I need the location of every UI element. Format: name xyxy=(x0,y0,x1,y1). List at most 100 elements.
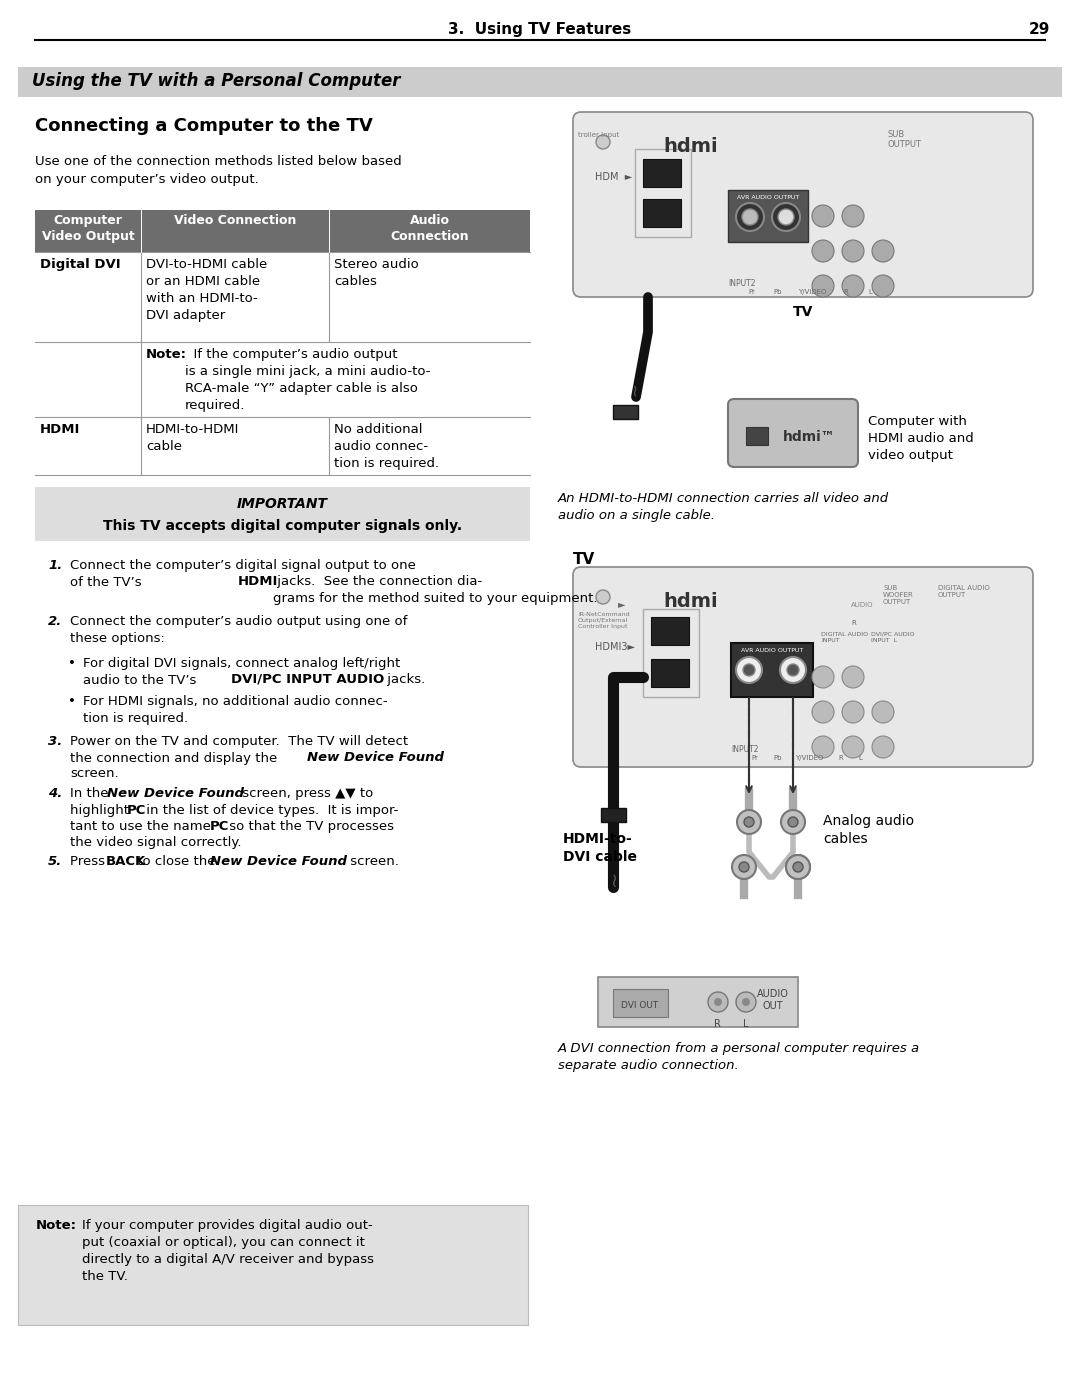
Text: AVR AUDIO OUTPUT: AVR AUDIO OUTPUT xyxy=(741,648,804,652)
Text: highlight: highlight xyxy=(70,805,133,817)
Bar xyxy=(643,159,681,187)
Circle shape xyxy=(742,997,750,1006)
Text: No additional
audio connec-
tion is required.: No additional audio connec- tion is requ… xyxy=(334,423,440,469)
Text: tant to use the name: tant to use the name xyxy=(70,820,215,833)
Circle shape xyxy=(596,590,610,604)
Circle shape xyxy=(812,666,834,687)
Text: TV: TV xyxy=(793,305,813,319)
Text: Press: Press xyxy=(70,855,109,868)
Circle shape xyxy=(812,736,834,759)
Text: IMPORTANT: IMPORTANT xyxy=(237,497,328,511)
Text: SUB
WOOFER
OUTPUT: SUB WOOFER OUTPUT xyxy=(883,585,914,605)
Bar xyxy=(18,1206,528,1324)
Text: IR-NetCommand
Output/External
Controller Input: IR-NetCommand Output/External Controller… xyxy=(578,612,630,630)
Circle shape xyxy=(872,736,894,759)
Text: Note:: Note: xyxy=(36,1220,77,1232)
Circle shape xyxy=(743,664,755,676)
Circle shape xyxy=(778,210,794,225)
Bar xyxy=(746,427,768,446)
Text: 2.: 2. xyxy=(48,615,63,629)
Text: Connect the computer’s audio output using one of
these options:: Connect the computer’s audio output usin… xyxy=(70,615,407,645)
Text: TV: TV xyxy=(573,552,595,567)
Circle shape xyxy=(842,240,864,263)
Text: screen, press ▲▼ to: screen, press ▲▼ to xyxy=(238,787,374,800)
Bar xyxy=(651,659,689,687)
Text: Video Connection: Video Connection xyxy=(174,214,296,226)
Text: 3.  Using TV Features: 3. Using TV Features xyxy=(448,22,632,36)
Text: in the list of device types.  It is impor-: in the list of device types. It is impor… xyxy=(141,805,399,817)
Text: R: R xyxy=(851,620,855,626)
Text: HDMI-to-HDMI
cable: HDMI-to-HDMI cable xyxy=(146,423,240,453)
Circle shape xyxy=(714,997,723,1006)
Text: Stereo audio
cables: Stereo audio cables xyxy=(334,258,419,288)
Bar xyxy=(613,989,669,1017)
Text: AUDIO
OUT: AUDIO OUT xyxy=(757,989,788,1011)
Circle shape xyxy=(872,701,894,724)
Text: Use one of the connection methods listed below based
on your computer’s video ou: Use one of the connection methods listed… xyxy=(35,155,402,186)
Bar xyxy=(635,149,691,237)
Bar xyxy=(643,609,699,697)
Text: DIGITAL AUDIO
OUTPUT: DIGITAL AUDIO OUTPUT xyxy=(939,585,989,598)
Text: Pr: Pr xyxy=(748,289,755,295)
FancyBboxPatch shape xyxy=(573,112,1032,298)
Circle shape xyxy=(735,992,756,1011)
Text: ~: ~ xyxy=(605,869,624,886)
Bar xyxy=(643,198,681,226)
Bar xyxy=(731,643,813,697)
Text: AUDIO: AUDIO xyxy=(851,602,874,608)
Text: INPUT2: INPUT2 xyxy=(728,279,756,288)
Text: 1.: 1. xyxy=(48,559,63,571)
Text: Audio
Connection: Audio Connection xyxy=(390,214,469,243)
Circle shape xyxy=(735,203,764,231)
FancyBboxPatch shape xyxy=(728,400,858,467)
Text: hdmi: hdmi xyxy=(663,137,717,156)
Text: Pb: Pb xyxy=(773,289,782,295)
Circle shape xyxy=(772,203,800,231)
Text: screen.: screen. xyxy=(70,767,119,780)
Text: Using the TV with a Personal Computer: Using the TV with a Personal Computer xyxy=(32,73,401,89)
Text: L: L xyxy=(868,289,872,295)
Text: hdmi™: hdmi™ xyxy=(783,430,836,444)
Bar xyxy=(600,807,626,821)
Circle shape xyxy=(596,136,610,149)
Text: HDMI: HDMI xyxy=(40,423,80,436)
Text: Analog audio
cables: Analog audio cables xyxy=(823,814,914,847)
Text: DVI/PC AUDIO
INPUT  L: DVI/PC AUDIO INPUT L xyxy=(870,631,915,643)
Circle shape xyxy=(793,862,804,872)
Text: Computer
Video Output: Computer Video Output xyxy=(42,214,134,243)
Text: 3.: 3. xyxy=(48,735,63,747)
Text: HDMI: HDMI xyxy=(238,576,279,588)
Text: Connecting a Computer to the TV: Connecting a Computer to the TV xyxy=(35,117,373,136)
Text: INPUT2: INPUT2 xyxy=(731,745,758,754)
Text: ►: ► xyxy=(618,599,625,609)
Text: New Device Found: New Device Found xyxy=(107,787,244,800)
Circle shape xyxy=(842,736,864,759)
Text: R: R xyxy=(838,754,842,761)
Text: Connect the computer’s digital signal output to one
of the TV’s: Connect the computer’s digital signal ou… xyxy=(70,559,416,590)
Text: For HDMI signals, no additional audio connec-
tion is required.: For HDMI signals, no additional audio co… xyxy=(83,694,388,725)
Text: PC: PC xyxy=(210,820,229,833)
Text: L: L xyxy=(788,657,794,666)
Text: DIGITAL AUDIO
INPUT: DIGITAL AUDIO INPUT xyxy=(821,631,868,643)
Bar xyxy=(728,190,808,242)
Text: ~: ~ xyxy=(626,381,644,395)
Bar xyxy=(613,405,638,419)
Circle shape xyxy=(842,666,864,687)
Bar xyxy=(35,488,530,541)
Circle shape xyxy=(872,275,894,298)
Text: screen.: screen. xyxy=(346,855,399,868)
Text: 4.: 4. xyxy=(48,787,63,800)
Circle shape xyxy=(744,817,754,827)
Circle shape xyxy=(842,275,864,298)
Text: hdmi: hdmi xyxy=(663,592,717,610)
Text: HDMI-to-
DVI cable: HDMI-to- DVI cable xyxy=(563,833,637,865)
Circle shape xyxy=(708,992,728,1011)
Text: An HDMI-to-HDMI connection carries all video and
audio on a single cable.: An HDMI-to-HDMI connection carries all v… xyxy=(558,492,889,522)
Circle shape xyxy=(812,205,834,226)
Text: troller Input: troller Input xyxy=(578,131,619,138)
Circle shape xyxy=(780,657,806,683)
FancyBboxPatch shape xyxy=(573,567,1032,767)
Text: Pr: Pr xyxy=(751,754,758,761)
Text: L: L xyxy=(743,1018,748,1030)
Text: •: • xyxy=(68,694,76,708)
